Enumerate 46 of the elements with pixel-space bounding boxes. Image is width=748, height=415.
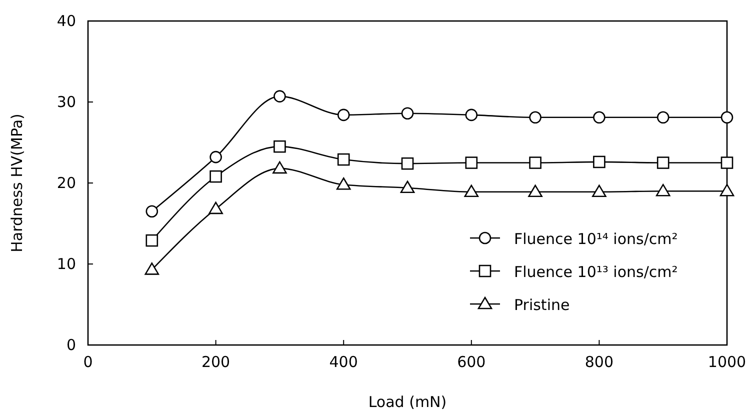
point: [465, 156, 478, 169]
point: [720, 184, 734, 196]
y-axis-title: Hardness HV(MPa): [8, 114, 26, 252]
point: [528, 184, 542, 198]
y-tick-label: 30: [56, 93, 76, 111]
point: [272, 161, 287, 174]
point: [656, 156, 670, 169]
point: [401, 107, 414, 120]
point: [592, 184, 606, 198]
point: [146, 205, 158, 218]
y-tick-label: 0: [66, 336, 76, 354]
point: [400, 180, 415, 194]
point: [337, 108, 350, 122]
point: [210, 150, 222, 164]
y-tick-label: 40: [56, 12, 76, 30]
point: [720, 111, 734, 124]
point: [210, 170, 222, 183]
point: [529, 156, 542, 169]
x-tick-label: 400: [329, 353, 358, 371]
x-tick-label: 1000: [708, 353, 746, 371]
point: [656, 111, 670, 124]
x-tick-label: 0: [83, 353, 93, 371]
point: [144, 262, 160, 275]
x-tick-label: 200: [201, 353, 230, 371]
legend-label: Pristine: [514, 296, 570, 314]
x-tick-label: 600: [457, 353, 486, 371]
point: [656, 184, 670, 196]
x-tick-label: 800: [584, 353, 614, 371]
legend-label: Fluence 10¹³ ions/cm²: [514, 263, 678, 281]
point: [336, 177, 351, 190]
point: [464, 184, 479, 198]
point: [337, 153, 350, 166]
point: [401, 157, 414, 170]
point: [274, 140, 286, 153]
point: [146, 234, 158, 247]
point: [593, 156, 606, 168]
legend-label: Fluence 10¹⁴ ions/cm²: [514, 230, 678, 248]
y-tick-label: 20: [56, 174, 76, 192]
point: [208, 202, 223, 214]
x-axis-title: Load (mN): [368, 393, 447, 411]
point: [720, 156, 734, 169]
point: [274, 90, 286, 102]
y-tick-label: 10: [56, 255, 76, 273]
point: [593, 111, 606, 124]
point: [465, 108, 478, 122]
point: [529, 111, 542, 124]
